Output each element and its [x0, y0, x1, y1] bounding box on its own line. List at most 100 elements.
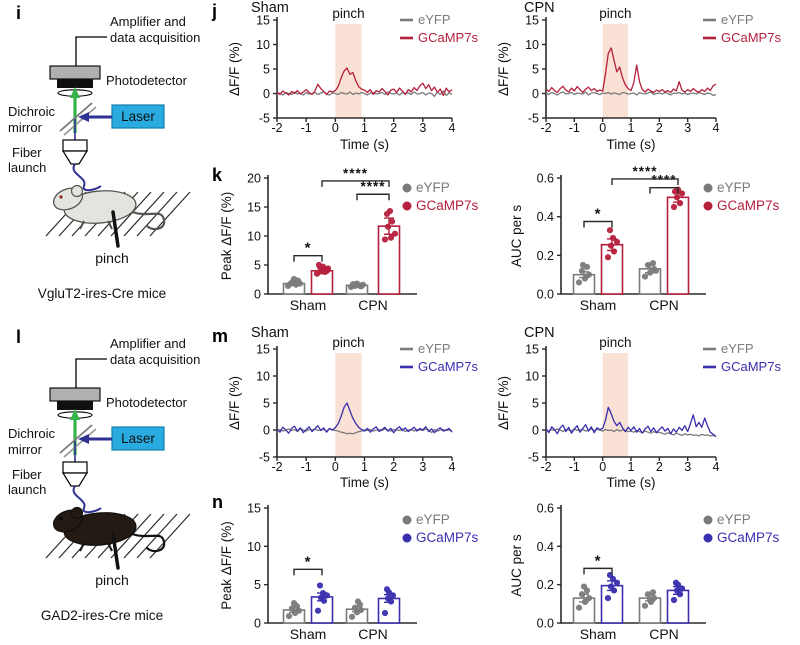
mouse-line-caption: GAD2-ires-Cre mice	[41, 608, 163, 623]
x-tick-label: 3	[419, 121, 426, 135]
mouse-tail	[130, 210, 166, 231]
x-tick-label: 1	[628, 460, 635, 474]
legend-label-gcamp7s: GCaMP7s	[721, 30, 781, 45]
axes	[545, 346, 716, 458]
data-point-sham-eyfp	[290, 275, 298, 283]
panel-label-n: n	[212, 492, 223, 512]
legend-label-eyfp: eYFP	[721, 12, 754, 27]
pinch-needle	[111, 210, 120, 248]
amplifier-wire	[75, 358, 107, 388]
x-tick-label: 0	[599, 460, 606, 474]
hatch-line	[110, 191, 152, 237]
y-tick-label: 0.4	[537, 210, 554, 224]
y-tick-label: 0.2	[537, 249, 554, 263]
y-axis-label: ΔF/F (%)	[496, 42, 511, 96]
data-point-sham-eyfp	[578, 267, 586, 274]
y-tick-label: 5	[263, 397, 270, 411]
chart-k-peak-bar: 0 5 10 15 20 Peak ΔF/F (%) Sham CPN * **** **** eYF…	[215, 162, 490, 325]
fiber-label-line2: launch	[8, 160, 46, 175]
y-tick-label: 0.2	[537, 578, 554, 592]
chart-k-auc-bar: 0.0 0.2 0.4 0.6 AUC per s Sham CPN * **** **** eYF…	[497, 162, 800, 325]
laser-beam-arrowhead	[78, 434, 89, 444]
chart-j-sham-trace: pinch -5 0 5 10 15 -2 -1 0 1 2 3 4 Time (s) ΔF/F (%) Sh…	[215, 0, 478, 163]
chart-m_sham: pinch -5 0 5 10 15 -2 -1 0 1 2 3 4 Time (s) ΔF/F (%) Sh…	[227, 325, 478, 490]
x-tick-label: -1	[301, 121, 312, 135]
data-point-sham-eyfp	[585, 271, 593, 278]
data-point-cpn-gcamp7s	[673, 587, 681, 594]
data-point-sham-eyfp	[581, 275, 589, 282]
fiber-label-line1: Fiber	[12, 467, 42, 482]
legend-label-eyfp: eYFP	[416, 512, 450, 527]
data-point-sham-eyfp	[575, 604, 583, 611]
mouse-line-caption: VgluT2-ires-Cre mice	[38, 286, 166, 301]
mouse-foreleg	[79, 542, 85, 552]
group-label-sham: Sham	[290, 297, 327, 313]
chart-m_cpn: pinch -5 0 5 10 15 -2 -1 0 1 2 3 4 Time (s) ΔF/F (%) CP…	[496, 325, 781, 490]
data-point-sham-gcamp7s	[313, 270, 321, 277]
y-tick-label: 5	[263, 63, 270, 77]
significance-bracket	[583, 220, 613, 228]
chart-n_auc: 0.0 0.2 0.4 0.6 AUC per s Sham CPN * eYFP GCaMP7s	[509, 502, 780, 643]
photodetector-label: Photodetector	[106, 73, 188, 88]
x-axis-label: Time (s)	[607, 475, 656, 490]
trace-eyfp	[545, 91, 717, 97]
legend-label-gcamp7s: GCaMP7s	[717, 530, 780, 545]
legend-label-gcamp7s: GCaMP7s	[416, 530, 479, 545]
mouse-eye	[59, 195, 63, 199]
data-point-sham-gcamp7s	[604, 254, 612, 261]
data-point-sham-gcamp7s	[609, 234, 617, 242]
x-tick-label: 1	[361, 121, 368, 135]
pinch-needle	[111, 532, 120, 570]
significance-stars: *	[595, 206, 602, 223]
legend-label-gcamp7s: GCaMP7s	[416, 198, 479, 213]
mouse-ear	[70, 184, 84, 198]
y-tick-label: 0.6	[537, 172, 554, 186]
legend-dot-gcamp7s	[703, 201, 713, 211]
y-tick-label: 0.0	[537, 288, 554, 302]
data-point-sham-eyfp	[290, 599, 298, 607]
legend-label-gcamp7s: GCaMP7s	[721, 359, 781, 374]
y-tick-label: 15	[256, 14, 270, 28]
data-point-sham-gcamp7s	[610, 248, 618, 255]
y-tick-label: 10	[256, 370, 270, 384]
y-tick-label: 0.0	[537, 617, 554, 631]
y-axis-label: Peak ΔF/F (%)	[219, 192, 234, 281]
data-point-sham-gcamp7s	[613, 579, 621, 586]
legend-label-eyfp: eYFP	[416, 180, 450, 195]
pinch-annotation: pinch	[332, 6, 364, 21]
data-point-sham-eyfp	[286, 281, 294, 288]
schematic-vglut2-setup: Amplifier and data acquisition Photodetect…	[0, 0, 215, 322]
amplifier-label-line2: data acquisition	[110, 352, 200, 367]
y-axis-label: AUC per s	[509, 205, 524, 268]
hatch-line	[110, 513, 152, 559]
significance-bracket	[356, 193, 390, 201]
data-point-cpn-eyfp	[354, 598, 362, 605]
significance-bracket	[321, 180, 390, 187]
amplifier-label-line1: Amplifier and	[110, 336, 186, 351]
x-tick-label: 3	[684, 121, 691, 135]
data-point-cpn-eyfp	[644, 261, 652, 269]
data-point-cpn-gcamp7s	[381, 236, 389, 243]
y-tick-label: 0	[254, 617, 261, 631]
laser-label: Laser	[121, 431, 155, 446]
x-tick-label: 2	[656, 121, 663, 135]
y-tick-label: 10	[247, 230, 261, 244]
y-tick-label: 5	[532, 397, 539, 411]
green-beam-arrowhead	[70, 87, 80, 98]
pinch-annotation: pinch	[599, 335, 631, 350]
photodetector-label: Photodetector	[106, 395, 188, 410]
x-tick-label: 2	[390, 460, 397, 474]
chart-j_sham: pinch -5 0 5 10 15 -2 -1 0 1 2 3 4 Time (s) ΔF/F (%) Sh…	[227, 0, 478, 152]
data-point-sham-eyfp	[578, 591, 586, 598]
x-tick-label: 3	[684, 460, 691, 474]
chart-n-peak-bar: 0 5 10 15 Peak ΔF/F (%) Sham CPN * eYFP GCaMP7s	[215, 496, 490, 645]
data-point-cpn-eyfp	[641, 273, 649, 280]
data-point-sham-eyfp	[288, 605, 296, 612]
data-point-cpn-gcamp7s	[673, 194, 681, 201]
x-tick-label: 4	[449, 460, 456, 474]
y-tick-label: 5	[532, 63, 539, 77]
fiber-launch-body	[62, 139, 88, 152]
